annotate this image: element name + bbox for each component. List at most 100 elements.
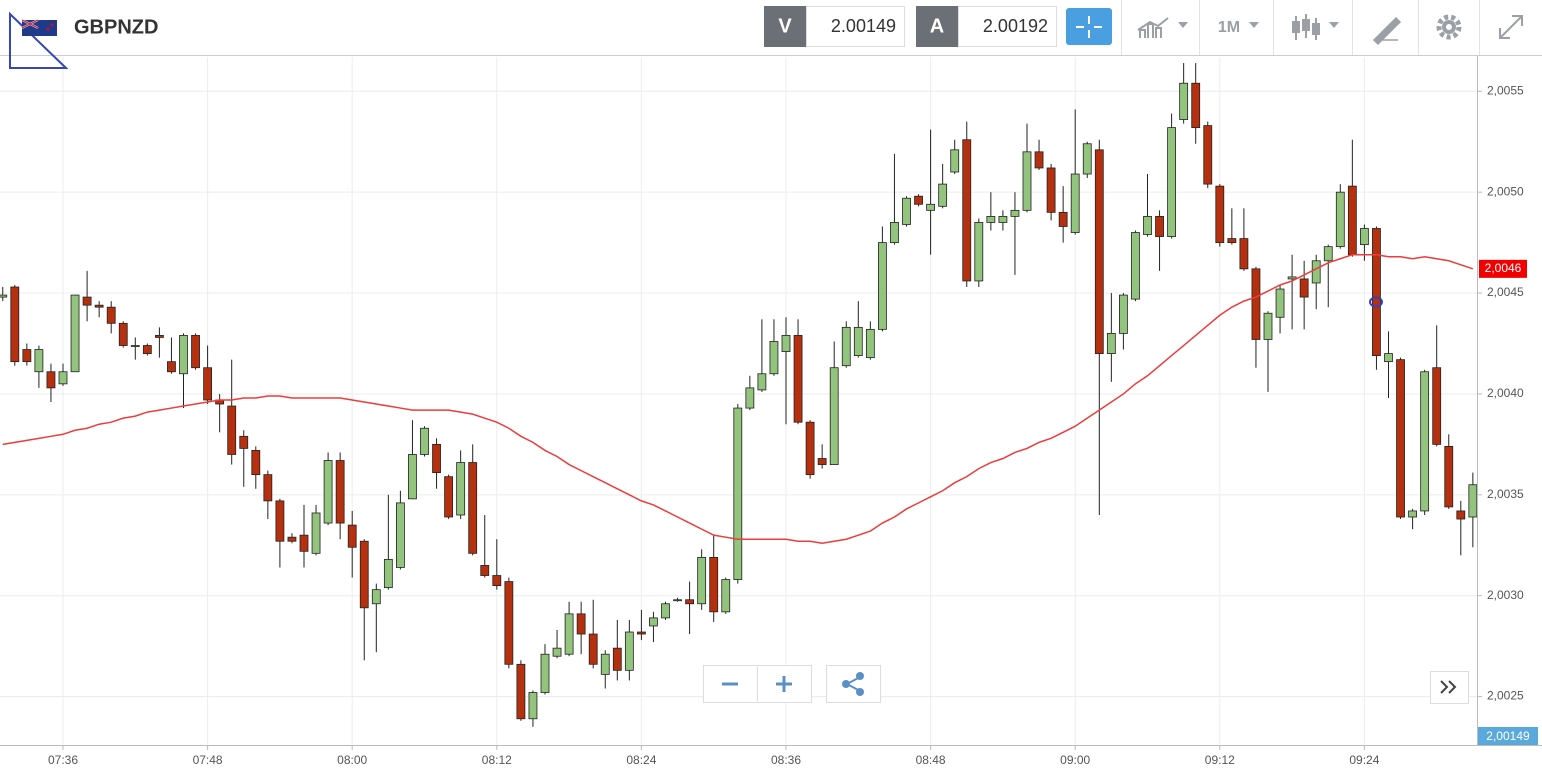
candle-body: [1360, 228, 1369, 246]
candle-body: [962, 139, 972, 282]
bid-label: V: [778, 15, 792, 37]
candle-body: [335, 460, 345, 524]
fullscreen-icon: [1499, 15, 1523, 39]
timeframe: 1M: [1218, 19, 1240, 36]
candle-body: [1323, 246, 1333, 262]
candle-body: [1468, 484, 1478, 518]
candle-icon-body: [1302, 19, 1310, 31]
scroll-end-button[interactable]: [1430, 671, 1469, 704]
candle-body: [251, 450, 261, 476]
candle-body: [1239, 238, 1249, 270]
candle-body: [697, 556, 707, 605]
candle-body: [1082, 143, 1092, 175]
candle-body: [637, 631, 646, 635]
candle-body: [432, 443, 441, 474]
candle-body: [1408, 510, 1417, 518]
ask-box[interactable]: A 2.00192: [916, 6, 1057, 47]
candle-body: [191, 335, 200, 369]
candle-body: [805, 421, 815, 476]
candle-body: [10, 286, 20, 363]
ma-tag-bg: [1479, 259, 1527, 278]
candle-body: [661, 603, 670, 619]
settings-button[interactable]: [1436, 14, 1462, 40]
candle-body: [817, 458, 827, 465]
candle-body: [179, 335, 188, 375]
price-tag: 2,00149: [1486, 729, 1530, 743]
gear-hole: [1446, 24, 1452, 30]
candle-body: [890, 222, 899, 244]
candle-body: [1396, 359, 1405, 518]
x-tick-label: 08:24: [626, 753, 656, 767]
gear-teeth: [1436, 14, 1462, 40]
candle-body: [769, 341, 779, 375]
bid-box[interactable]: V 2.00149: [764, 6, 905, 47]
moving-average: [2, 253, 1474, 545]
candle-body: [1275, 288, 1285, 318]
candle-body: [709, 556, 719, 613]
drawing-button[interactable]: [1372, 16, 1402, 46]
candle-body: [1456, 510, 1466, 520]
candle-body: [1046, 167, 1056, 213]
zoom-in-button[interactable]: [757, 665, 812, 703]
x-tick-label: 08:36: [771, 753, 801, 767]
candle-body: [395, 502, 405, 568]
y-tick-label: 2,0035: [1487, 487, 1524, 501]
candle-body: [263, 474, 273, 502]
fullscreen-button[interactable]: [1499, 15, 1523, 39]
candle-body: [902, 197, 911, 225]
y-tick-label: 2,0055: [1487, 83, 1524, 97]
candle-body: [1106, 333, 1116, 354]
candle-body: [1167, 127, 1176, 237]
candle-body: [468, 462, 478, 554]
candle-style-button[interactable]: [1292, 14, 1339, 40]
share-node: [842, 680, 850, 688]
candle-body: [685, 599, 694, 605]
candle-body: [46, 371, 56, 389]
candle-body: [1311, 260, 1321, 284]
symbol: GBPNZD: [74, 16, 158, 38]
caret: [1329, 22, 1339, 28]
candle-body: [528, 692, 538, 720]
candle-body: [142, 345, 152, 354]
candle-body: [299, 534, 309, 552]
share-button[interactable]: [826, 665, 881, 703]
candle-body: [841, 326, 851, 367]
candle-body: [82, 296, 92, 306]
y-tick-label: 2,0050: [1487, 184, 1524, 198]
candle-body: [1058, 211, 1068, 227]
x-tick-label: 08:00: [337, 753, 367, 767]
candle-body: [576, 613, 586, 635]
candle-body: [323, 460, 333, 524]
candle-body: [504, 581, 514, 665]
share-bg: [826, 665, 881, 703]
x-tick-label: 08:48: [916, 753, 946, 767]
crosshair-button[interactable]: [1066, 8, 1112, 45]
y-tick-label: 2,0025: [1487, 689, 1524, 703]
timeframe-button[interactable]: 1M: [1218, 19, 1259, 36]
candle-body: [1335, 191, 1345, 248]
candle-body: [624, 631, 634, 671]
crosshair-bg: [1066, 8, 1112, 45]
candle-body: [974, 222, 984, 282]
chart-type-button[interactable]: [1137, 17, 1188, 38]
candle-body: [1191, 82, 1201, 129]
candle-body: [118, 322, 128, 346]
candle-body: [1263, 312, 1273, 340]
candle-body: [926, 203, 935, 211]
candle-body: [239, 435, 249, 449]
candle-body: [58, 371, 68, 385]
bid-label-bg: [764, 6, 806, 47]
zoom-out-button[interactable]: [703, 665, 758, 703]
candle-body: [203, 367, 213, 401]
x-tick-label: 08:12: [482, 753, 512, 767]
candle-icon-body: [1292, 21, 1300, 33]
candle-body: [383, 558, 393, 589]
x-tick-label: 07:48: [193, 753, 223, 767]
candle-body: [793, 335, 803, 423]
cursor-marker: [1369, 296, 1383, 308]
candle-body: [371, 589, 381, 605]
flag-star: [50, 23, 54, 27]
candle-body: [1131, 232, 1140, 300]
candle-body: [1010, 209, 1020, 217]
